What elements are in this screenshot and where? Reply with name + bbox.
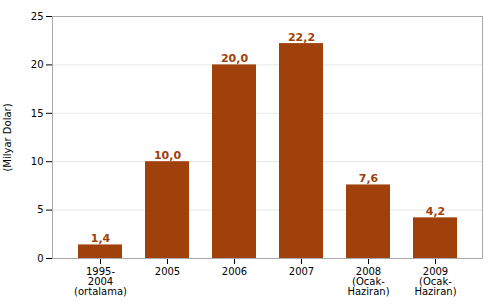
svg-text:5: 5 xyxy=(37,204,43,215)
svg-text:2005: 2005 xyxy=(155,266,180,277)
svg-text:10: 10 xyxy=(31,156,44,167)
svg-text:1995-2004(ortalama): 1995-2004(ortalama) xyxy=(74,266,127,297)
svg-text:15: 15 xyxy=(31,108,44,119)
svg-text:10,0: 10,0 xyxy=(154,149,181,162)
svg-text:2008(Ocak-Haziran): 2008(Ocak-Haziran) xyxy=(347,266,389,297)
svg-text:2007: 2007 xyxy=(289,266,314,277)
svg-text:2006: 2006 xyxy=(222,266,247,277)
svg-text:1,4: 1,4 xyxy=(91,232,111,245)
svg-text:7,6: 7,6 xyxy=(359,172,379,185)
svg-text:4,2: 4,2 xyxy=(426,205,446,218)
svg-text:22,2: 22,2 xyxy=(288,31,315,44)
svg-text:2009(Ocak-Haziran): 2009(Ocak-Haziran) xyxy=(414,266,456,297)
svg-text:20: 20 xyxy=(31,59,44,70)
svg-text:25: 25 xyxy=(31,11,44,22)
svg-text:20,0: 20,0 xyxy=(221,52,248,65)
svg-text:0: 0 xyxy=(37,253,43,264)
svg-text:(Milyar Dolar): (Milyar Dolar) xyxy=(2,103,13,171)
